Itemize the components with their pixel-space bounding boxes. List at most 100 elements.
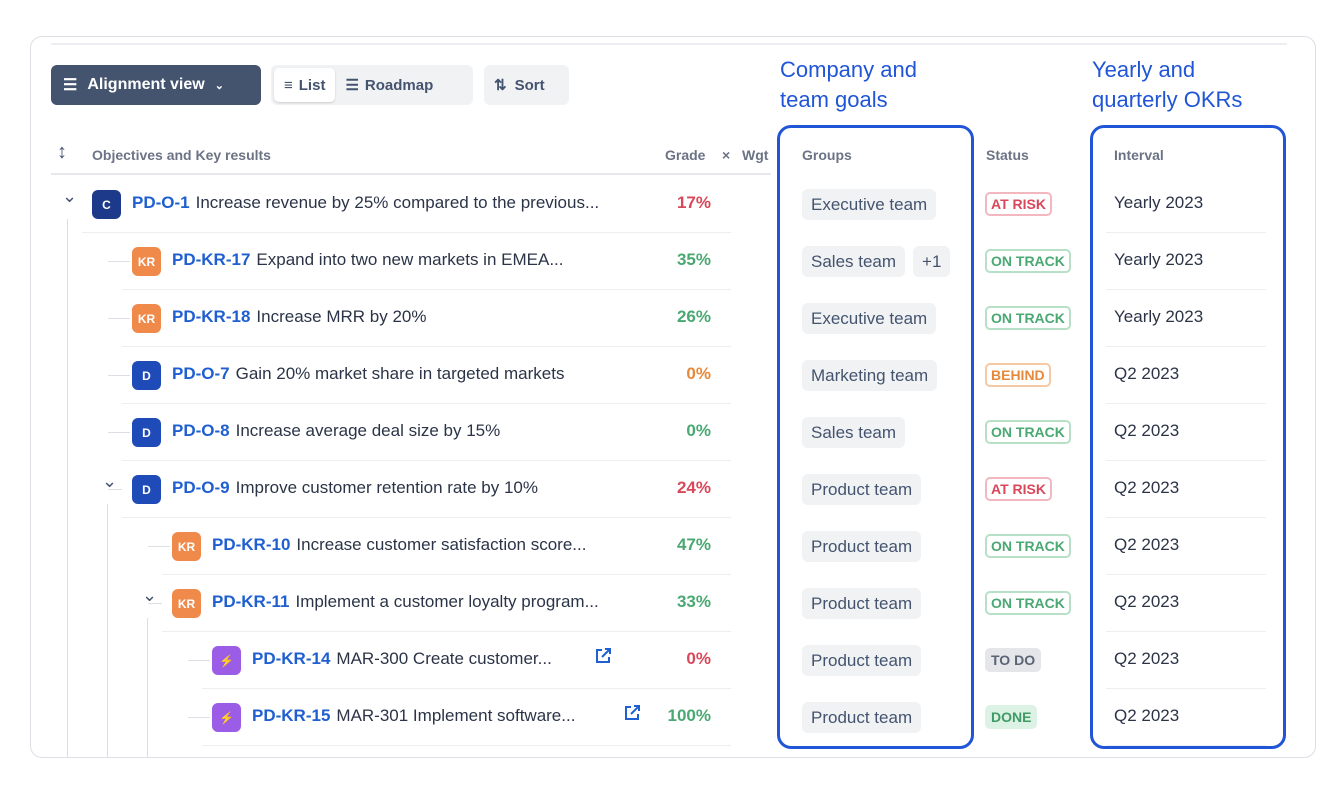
interval-value: Q2 2023 xyxy=(1114,364,1180,383)
callout-line: Company and xyxy=(780,57,917,82)
interval-value: Yearly 2023 xyxy=(1114,193,1204,212)
chevron-down-icon[interactable]: ⌄ xyxy=(102,471,118,491)
sort-button[interactable]: ⇅ Sort xyxy=(484,65,569,105)
groups-highlight xyxy=(777,125,974,749)
okr-key[interactable]: PD-O-9 xyxy=(172,478,230,497)
group-chip[interactable]: Product team xyxy=(802,588,922,619)
lightning-icon: ⚡ xyxy=(212,703,241,732)
table-row[interactable]: ⚡ PD-KR-14 MAR-300 Create customer... 0% Pro… xyxy=(31,632,1315,689)
callout-line: team goals xyxy=(780,87,888,112)
tree-connector xyxy=(108,432,130,433)
okr-key[interactable]: PD-KR-18 xyxy=(172,307,251,326)
group-chip[interactable]: Sales team xyxy=(802,246,906,277)
okr-key[interactable]: PD-KR-17 xyxy=(172,250,251,269)
type-badge: D xyxy=(132,361,161,390)
okr-title[interactable]: PD-KR-11 Implement a customer loyalty pro… xyxy=(212,592,599,612)
group-chip[interactable]: Product team xyxy=(802,531,922,562)
row-divider xyxy=(122,460,731,461)
okr-key[interactable]: PD-KR-14 xyxy=(252,649,331,668)
okr-text: Increase customer satisfaction score... xyxy=(296,535,587,554)
row-divider xyxy=(1106,745,1266,746)
roadmap-view-button[interactable]: ☰ Roadmap xyxy=(335,68,443,102)
group-chip[interactable]: Product team xyxy=(802,474,922,505)
table-row[interactable]: ⚡ PD-KR-15 MAR-301 Implement software... 10… xyxy=(31,689,1315,746)
status-lozenge: AT RISK xyxy=(985,192,1052,216)
chevron-down-icon[interactable]: ⌄ xyxy=(62,186,78,206)
chevron-down-icon[interactable]: ⌄ xyxy=(142,585,158,605)
alignment-view-button[interactable]: ☰ Alignment view ⌄ xyxy=(51,65,261,105)
grade-value: 47% xyxy=(676,535,711,554)
row-divider xyxy=(122,403,731,404)
row-divider xyxy=(162,574,731,575)
table-row[interactable]: KR PD-KR-18 Increase MRR by 20% 26% Executiv… xyxy=(31,290,1315,347)
okr-panel: ☰ Alignment view ⌄ ≡ List ☰ Roadmap ⇅ Sort … xyxy=(30,36,1316,758)
okr-key[interactable]: PD-KR-15 xyxy=(252,706,331,725)
group-chip[interactable]: Product team xyxy=(802,645,922,676)
table-row[interactable]: D PD-O-7 Gain 20% market share in targeted… xyxy=(31,347,1315,404)
expand-collapse-icon[interactable]: ↕ xyxy=(57,141,67,163)
row-divider xyxy=(1106,574,1266,575)
okr-text: Increase MRR by 20% xyxy=(256,307,427,326)
type-badge: KR xyxy=(172,532,201,561)
table-row[interactable]: ⌄ KR PD-KR-11 Implement a customer loyalty … xyxy=(31,575,1315,632)
status-lozenge: ON TRACK xyxy=(985,249,1071,273)
external-link-icon[interactable] xyxy=(594,647,612,665)
lightning-icon: ⚡ xyxy=(212,646,241,675)
okr-text: Gain 20% market share in targeted market… xyxy=(235,364,565,383)
groups-more-chip[interactable]: +1 xyxy=(913,246,951,277)
status-lozenge: BEHIND xyxy=(985,363,1051,387)
divider xyxy=(51,43,1287,45)
row-divider xyxy=(1106,232,1266,233)
okr-title[interactable]: PD-O-9 Improve customer retention rate by… xyxy=(172,478,538,498)
group-chip[interactable]: Executive team xyxy=(802,303,937,334)
type-badge: C xyxy=(92,190,121,219)
okr-title[interactable]: PD-O-7 Gain 20% market share in targeted … xyxy=(172,364,564,384)
okr-title[interactable]: PD-O-8 Increase average deal size by 15% xyxy=(172,421,500,441)
okr-key[interactable]: PD-O-7 xyxy=(172,364,230,383)
okr-key[interactable]: PD-O-1 xyxy=(132,193,190,212)
okr-title[interactable]: PD-KR-14 MAR-300 Create customer... xyxy=(252,649,552,669)
okr-key[interactable]: PD-KR-10 xyxy=(212,535,291,554)
chevron-down-icon: ⌄ xyxy=(214,79,224,92)
grade-value: 17% xyxy=(676,193,711,212)
group-chip[interactable]: Sales team xyxy=(802,417,906,448)
roadmap-label: Roadmap xyxy=(364,76,434,94)
okr-key[interactable]: PD-O-8 xyxy=(172,421,230,440)
type-badge: D xyxy=(132,475,161,504)
header-status[interactable]: Status xyxy=(986,147,1029,163)
table-row[interactable]: D PD-O-8 Increase average deal size by 15%… xyxy=(31,404,1315,461)
header-weight[interactable]: Wgt xyxy=(742,147,769,163)
table-row[interactable]: ⌄ C PD-O-1 Increase revenue by 25% compared… xyxy=(31,176,1315,233)
row-divider xyxy=(1106,631,1266,632)
status-lozenge: AT RISK xyxy=(985,477,1052,501)
row-divider xyxy=(162,631,731,632)
list-icon: ≡ xyxy=(284,76,293,94)
table-row[interactable]: ⌄ D PD-O-9 Improve customer retention rate … xyxy=(31,461,1315,518)
header-interval[interactable]: Interval xyxy=(1114,147,1164,163)
okr-title[interactable]: PD-KR-10 Increase customer satisfaction s… xyxy=(212,535,586,555)
table-row[interactable]: KR PD-KR-17 Expand into two new markets in… xyxy=(31,233,1315,290)
row-divider xyxy=(122,517,731,518)
list-view-button[interactable]: ≡ List xyxy=(274,68,336,102)
row-divider xyxy=(1106,346,1266,347)
tree-line xyxy=(107,504,108,757)
group-chip[interactable]: Marketing team xyxy=(802,360,938,391)
okr-title[interactable]: PD-O-1 Increase revenue by 25% compared t… xyxy=(132,193,599,213)
interval-value: Q2 2023 xyxy=(1114,421,1180,440)
okr-text: MAR-300 Create customer... xyxy=(336,649,552,668)
header-groups[interactable]: Groups xyxy=(802,147,852,163)
okr-key[interactable]: PD-KR-11 xyxy=(212,592,290,611)
okr-title[interactable]: PD-KR-18 Increase MRR by 20% xyxy=(172,307,426,327)
status-lozenge: TO DO xyxy=(985,648,1042,672)
group-chip[interactable]: Executive team xyxy=(802,189,937,220)
groups-callout: Company and team goals xyxy=(780,55,917,115)
group-chip[interactable]: Product team xyxy=(802,702,922,733)
row-divider xyxy=(1106,688,1266,689)
row-divider xyxy=(202,745,731,746)
external-link-icon[interactable] xyxy=(623,704,641,722)
okr-title[interactable]: PD-KR-17 Expand into two new markets in E… xyxy=(172,250,564,270)
table-row[interactable]: KR PD-KR-10 Increase customer satisfaction… xyxy=(31,518,1315,575)
grade-value: 0% xyxy=(686,364,711,383)
header-grade[interactable]: Grade xyxy=(665,147,706,163)
okr-title[interactable]: PD-KR-15 MAR-301 Implement software... xyxy=(252,706,575,726)
